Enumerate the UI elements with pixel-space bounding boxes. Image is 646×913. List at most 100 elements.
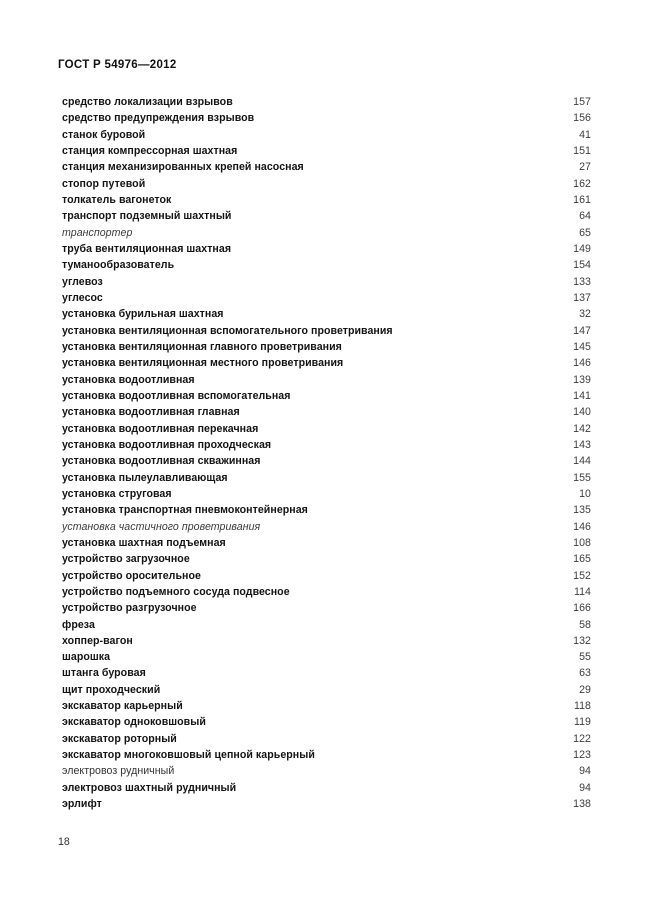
index-entry-page-number: 140 xyxy=(573,406,591,419)
index-entry-term: установка водоотливная проходческая xyxy=(62,438,272,451)
index-entry-page-number: 10 xyxy=(579,487,591,500)
index-entry-page-number: 94 xyxy=(579,765,591,778)
index-entry-term: эрлифт xyxy=(62,798,102,811)
index-entry-page-number: 118 xyxy=(573,700,591,713)
index-entry-term: установка частичного проветривания xyxy=(62,520,261,533)
alphabetical-index-list: средство локализации взрывов 157 средство … xyxy=(62,94,591,812)
index-entry-term: установка водоотливная скважинная xyxy=(62,455,261,468)
index-entry-page-number: 156 xyxy=(573,112,591,125)
index-entry-row: экскаватор многоковшовый цепной карьерны… xyxy=(62,747,591,763)
index-entry-term: средство предупреждения взрывов xyxy=(62,112,255,125)
index-entry-term: стопор путевой xyxy=(62,177,146,190)
index-entry-row: транспорт подземный шахтный 64 xyxy=(62,208,591,224)
index-entry-term: средство локализации взрывов xyxy=(62,96,233,108)
index-entry-term: экскаватор роторный xyxy=(62,732,177,745)
index-entry-row: устройство загрузочное 165 xyxy=(62,551,591,567)
index-entry-page-number: 32 xyxy=(579,308,591,321)
index-entry-term: толкатель вагонеток xyxy=(62,193,172,206)
index-entry-row: устройство разгрузочное 166 xyxy=(62,600,591,616)
index-entry-term: экскаватор одноковшовый xyxy=(62,716,206,729)
index-entry-row: станция механизированных крепей насосная… xyxy=(62,159,591,175)
index-entry-row: установка струговая 10 xyxy=(62,486,591,502)
index-entry-row: углевоз 133 xyxy=(62,274,591,290)
index-entry-term: установка пылеулавливающая xyxy=(62,471,228,484)
index-entry-term: станок буровой xyxy=(62,128,146,141)
index-entry-page-number: 157 xyxy=(573,96,591,108)
index-entry-page-number: 144 xyxy=(573,455,591,468)
page-folio-number: 18 xyxy=(58,836,70,848)
index-entry-page-number: 146 xyxy=(573,520,591,533)
index-entry-row: установка транспортная пневмоконтейнерна… xyxy=(62,502,591,518)
index-entry-row: установка водоотливная 139 xyxy=(62,372,591,388)
index-entry-page-number: 114 xyxy=(573,585,591,598)
index-entry-row: транспортер 65 xyxy=(62,225,591,241)
index-entry-term: электровоз шахтный рудничный xyxy=(62,781,237,794)
index-entry-term: фреза xyxy=(62,618,95,631)
index-entry-page-number: 149 xyxy=(573,242,591,255)
index-entry-page-number: 145 xyxy=(573,340,591,353)
index-entry-row: установка вентиляционная главного провет… xyxy=(62,339,591,355)
index-entry-term: устройство оросительное xyxy=(62,569,201,582)
index-entry-term: углесос xyxy=(62,291,103,304)
index-entry-page-number: 155 xyxy=(573,471,591,484)
index-entry-page-number: 138 xyxy=(573,798,591,811)
index-entry-row: устройство подъемного сосуда подвесное 11… xyxy=(62,584,591,600)
index-entry-row: хоппер-вагон 132 xyxy=(62,633,591,649)
index-entry-row: установка водоотливная перекачная 142 xyxy=(62,421,591,437)
index-entry-term: установка вентиляционная вспомогательног… xyxy=(62,324,393,337)
index-entry-row: установка водоотливная главная 140 xyxy=(62,404,591,420)
index-entry-row: средство локализации взрывов 157 xyxy=(62,94,591,110)
index-entry-term: станция компрессорная шахтная xyxy=(62,144,238,157)
index-entry-page-number: 94 xyxy=(579,781,591,794)
index-entry-row: экскаватор роторный 122 xyxy=(62,731,591,747)
index-entry-row: толкатель вагонеток 161 xyxy=(62,192,591,208)
index-entry-term: углевоз xyxy=(62,275,103,288)
index-entry-row: штанга буровая 63 xyxy=(62,665,591,681)
index-entry-page-number: 29 xyxy=(579,683,591,696)
index-entry-row: электровоз шахтный рудничный 94 xyxy=(62,780,591,796)
index-entry-row: установка вентиляционная местного провет… xyxy=(62,355,591,371)
index-entry-term: туманообразователь xyxy=(62,259,175,272)
index-entry-term: щит проходческий xyxy=(62,683,161,696)
index-entry-row: установка частичного проветривания 146 xyxy=(62,519,591,535)
index-entry-row: установка вентиляционная вспомогательног… xyxy=(62,323,591,339)
index-entry-term: экскаватор многоковшовый цепной карьерны… xyxy=(62,749,315,762)
index-entry-term: шарошка xyxy=(62,651,111,664)
index-entry-term: установка водоотливная xyxy=(62,373,195,386)
index-entry-row: устройство оросительное 152 xyxy=(62,568,591,584)
index-entry-page-number: 137 xyxy=(573,291,591,304)
index-entry-term: станция механизированных крепей насосная xyxy=(62,161,304,174)
index-entry-row: шарошка 55 xyxy=(62,649,591,665)
index-entry-term: устройство загрузочное xyxy=(62,553,190,566)
index-entry-row: фреза 58 xyxy=(62,617,591,633)
index-entry-page-number: 132 xyxy=(573,634,591,647)
index-entry-page-number: 133 xyxy=(573,275,591,288)
index-entry-page-number: 64 xyxy=(579,210,591,223)
index-entry-term: установка шахтная подъемная xyxy=(62,536,226,549)
index-entry-page-number: 162 xyxy=(573,177,591,190)
index-entry-term: устройство разгрузочное xyxy=(62,602,197,615)
index-entry-row: станция компрессорная шахтная 151 xyxy=(62,143,591,159)
index-entry-page-number: 154 xyxy=(573,259,591,272)
index-entry-row: установка пылеулавливающая 155 xyxy=(62,470,591,486)
index-entry-term: установка вентиляционная главного провет… xyxy=(62,340,342,353)
index-entry-term: устройство подъемного сосуда подвесное xyxy=(62,585,290,598)
index-entry-page-number: 166 xyxy=(573,602,591,615)
index-entry-term: труба вентиляционная шахтная xyxy=(62,242,232,255)
index-entry-term: экскаватор карьерный xyxy=(62,700,183,713)
index-entry-term: установка вентиляционная местного провет… xyxy=(62,357,344,370)
index-entry-page-number: 108 xyxy=(573,536,591,549)
index-entry-term: установка струговая xyxy=(62,487,172,500)
index-entry-page-number: 122 xyxy=(573,732,591,745)
index-entry-term: транспортер xyxy=(62,226,133,239)
index-entry-row: станок буровой 41 xyxy=(62,127,591,143)
index-entry-term: электровоз рудничный xyxy=(62,765,175,778)
index-entry-page-number: 161 xyxy=(573,193,591,206)
standard-header: ГОСТ Р 54976—2012 xyxy=(58,59,177,71)
index-entry-page-number: 119 xyxy=(573,716,591,729)
index-entry-row: экскаватор одноковшовый 119 xyxy=(62,714,591,730)
index-entry-page-number: 65 xyxy=(579,226,591,239)
index-entry-term: установка водоотливная главная xyxy=(62,406,240,419)
index-entry-page-number: 139 xyxy=(573,373,591,386)
